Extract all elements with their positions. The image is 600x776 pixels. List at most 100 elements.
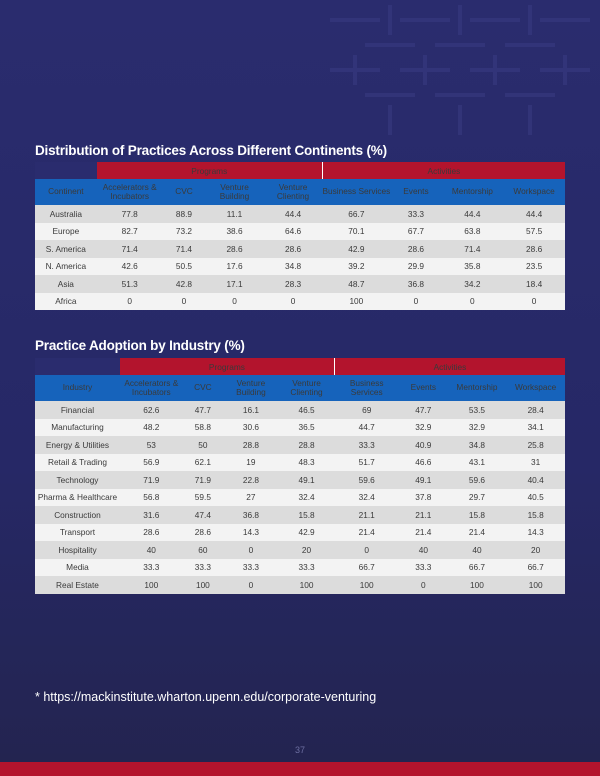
table-cell: 71.9 (119, 471, 183, 489)
table-cell: 11.1 (205, 205, 264, 223)
table-row: S. America 71.4 71.4 28.6 28.6 42.9 28.6 71.4 28… (35, 240, 565, 258)
column-header: Accelerators & Incubators (119, 375, 183, 401)
table-cell: 28.3 (263, 275, 323, 293)
table-cell: 14.3 (506, 523, 565, 541)
column-header: CVC (182, 375, 224, 401)
table-cell: 59.6 (447, 471, 507, 489)
industry-table-title: Practice Adoption by Industry (%) (35, 338, 245, 353)
table-row: Construction 31.6 47.4 36.8 15.8 21.1 21.1 15.8… (35, 506, 565, 524)
table-cell: 22.8 (223, 471, 279, 489)
table-cell: 59.5 (182, 488, 224, 506)
table-cell: 34.2 (441, 275, 504, 293)
table-cell: 42.6 (96, 257, 163, 275)
group-header-programs: Programs (119, 358, 335, 375)
table-cell: 71.4 (96, 240, 163, 258)
table-cell: 47.4 (182, 506, 224, 524)
group-header-activities: Activities (333, 358, 565, 375)
footer-bar (0, 762, 600, 776)
column-header: Accelerators & Incubators (96, 179, 163, 205)
table-cell: 15.8 (506, 506, 565, 524)
table-cell: 71.4 (162, 240, 206, 258)
row-label: Media (35, 558, 120, 576)
table-cell: 71.4 (441, 240, 504, 258)
table-cell: 20 (506, 541, 565, 559)
table-cell: 56.9 (119, 453, 183, 471)
table-cell: 100 (447, 576, 507, 594)
table-cell: 21.4 (334, 523, 400, 541)
table-cell: 34.8 (447, 436, 507, 454)
table-cell: 56.8 (119, 488, 183, 506)
table-cell: 49.1 (278, 471, 335, 489)
group-header-blank (35, 358, 120, 375)
table-cell: 40 (447, 541, 507, 559)
column-header: Events (390, 179, 442, 205)
table-row: Europe 82.7 73.2 38.6 64.6 70.1 67.7 63.8 57.5 (35, 222, 565, 240)
table-cell: 0 (96, 292, 163, 310)
page-number: 37 (294, 745, 305, 755)
table-cell: 0 (205, 292, 264, 310)
column-header: Workspace (506, 375, 565, 401)
table-cell: 29.9 (390, 257, 442, 275)
table-cell: 62.6 (119, 401, 183, 419)
column-header: Venture Clienting (278, 375, 335, 401)
table-cell: 28.6 (205, 240, 264, 258)
column-header: CVC (162, 179, 206, 205)
table-cell: 100 (119, 576, 183, 594)
table-cell: 0 (390, 292, 442, 310)
table-cell: 18.4 (503, 275, 565, 293)
table-row: Manufacturing 48.2 58.8 30.6 36.5 44.7 32.9 32.… (35, 418, 565, 436)
row-label: Retail & Trading (35, 453, 120, 471)
row-label: Construction (35, 506, 120, 524)
table-cell: 33.3 (119, 558, 183, 576)
table-cell: 33.3 (334, 436, 400, 454)
column-header: Venture Building (205, 179, 264, 205)
table-cell: 34.1 (506, 418, 565, 436)
column-header: Mentorship (447, 375, 507, 401)
table-cell: 40.4 (506, 471, 565, 489)
table-cell: 42.9 (278, 523, 335, 541)
row-header-column: Continent (35, 179, 97, 205)
table-cell: 66.7 (447, 558, 507, 576)
table-cell: 44.4 (441, 205, 504, 223)
table-cell: 28.6 (263, 240, 323, 258)
table-cell: 38.6 (205, 222, 264, 240)
table-cell: 47.7 (182, 401, 224, 419)
table-cell: 32.4 (334, 488, 400, 506)
table-cell: 15.8 (278, 506, 335, 524)
table-cell: 19 (223, 453, 279, 471)
table-cell: 32.9 (399, 418, 448, 436)
table-row: N. America 42.6 50.5 17.6 34.8 39.2 29.9 35.8 23… (35, 257, 565, 275)
column-header: Events (399, 375, 448, 401)
table-cell: 51.3 (96, 275, 163, 293)
table-cell: 48.7 (322, 275, 391, 293)
table-cell: 17.6 (205, 257, 264, 275)
row-label: Transport (35, 523, 120, 541)
table-cell: 28.6 (182, 523, 224, 541)
column-header: Business Services (322, 179, 391, 205)
table-cell: 32.9 (447, 418, 507, 436)
table-row: Transport 28.6 28.6 14.3 42.9 21.4 21.4 21.4 14.… (35, 523, 565, 541)
row-label: Real Estate (35, 576, 120, 594)
table-cell: 48.2 (119, 418, 183, 436)
table-cell: 42.8 (162, 275, 206, 293)
table-cell: 73.2 (162, 222, 206, 240)
table-cell: 32.4 (278, 488, 335, 506)
table-row: Australia 77.8 88.9 11.1 44.4 66.7 33.3 44.4 44.… (35, 205, 565, 223)
table-cell: 44.7 (334, 418, 400, 436)
table-cell: 50 (182, 436, 224, 454)
column-header: Venture Clienting (263, 179, 323, 205)
table-cell: 100 (334, 576, 400, 594)
table-cell: 14.3 (223, 523, 279, 541)
table-cell: 46.6 (399, 453, 448, 471)
column-header: Business Services (334, 375, 400, 401)
table-cell: 21.1 (399, 506, 448, 524)
table-cell: 28.6 (503, 240, 565, 258)
row-header-column: Industry (35, 375, 120, 401)
row-label: Financial (35, 401, 120, 419)
table-cell: 43.1 (447, 453, 507, 471)
table-cell: 40 (399, 541, 448, 559)
table-cell: 100 (322, 292, 391, 310)
table-cell: 46.5 (278, 401, 335, 419)
row-label: Hospitality (35, 541, 120, 559)
table-cell: 100 (278, 576, 335, 594)
